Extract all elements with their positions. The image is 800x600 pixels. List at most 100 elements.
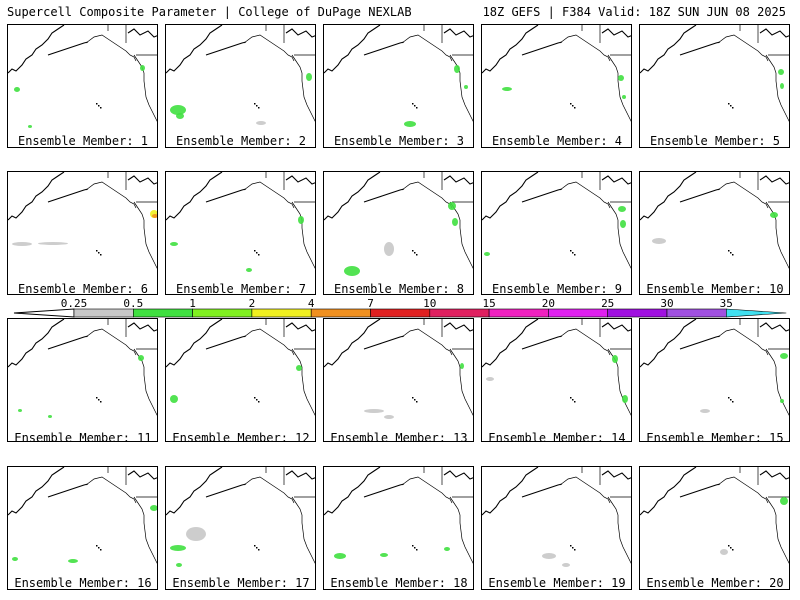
colorbar-tick-label: 2 (249, 297, 256, 310)
coastline (291, 201, 315, 269)
ensemble-member-caption: Ensemble Member: 19 (488, 576, 626, 590)
coastline (243, 181, 295, 209)
ensemble-map-5 (639, 24, 790, 148)
coastline (127, 28, 157, 38)
colorbar-tick-label: 35 (720, 297, 733, 310)
coastline (559, 476, 611, 504)
coastline (559, 181, 611, 209)
ensemble-member-caption: Ensemble Member: 8 (333, 282, 465, 296)
coastline (607, 496, 631, 564)
scp-field (256, 121, 266, 125)
colorbar-tick-label: 30 (660, 297, 673, 310)
colorbar-tick-label: 25 (601, 297, 614, 310)
ensemble-member-caption: Ensemble Member: 11 (14, 431, 152, 445)
basemap (8, 25, 157, 128)
island (570, 103, 572, 105)
coastline (285, 28, 315, 38)
scp-field (14, 87, 20, 92)
scp-field (364, 409, 384, 413)
scp-field (170, 545, 186, 551)
island (728, 103, 730, 105)
scp-field (306, 73, 312, 81)
scp-field (464, 85, 468, 89)
coastline (759, 322, 789, 332)
coastline (85, 181, 137, 209)
island (100, 401, 102, 403)
scp-field (12, 242, 32, 246)
coastline (133, 201, 157, 269)
coastline (205, 483, 247, 498)
island (96, 103, 98, 105)
coastline (601, 175, 631, 185)
coastline (291, 54, 315, 122)
scp-field (444, 547, 450, 551)
ensemble-member-caption: Ensemble Member: 16 (14, 576, 152, 590)
coastline (607, 54, 631, 122)
basemap (166, 319, 315, 416)
island (730, 547, 732, 549)
scp-field (770, 212, 778, 218)
coastline (449, 54, 473, 122)
coastline (47, 335, 89, 350)
island (414, 547, 416, 549)
island (728, 397, 730, 399)
ensemble-member-caption: Ensemble Member: 12 (172, 431, 310, 445)
colorbar-tick-label: 0.5 (123, 297, 143, 310)
basemap (640, 25, 789, 122)
scp-field (448, 202, 456, 210)
scp-field (384, 242, 394, 256)
ensemble-map-8 (323, 171, 474, 295)
coastline (324, 467, 381, 516)
coastline (285, 322, 315, 332)
island (412, 545, 414, 547)
coastline (717, 34, 769, 62)
ensemble-map-17 (165, 466, 316, 590)
coastline (47, 188, 89, 203)
scp-field (622, 395, 628, 403)
coastline (166, 467, 223, 516)
island (732, 107, 734, 109)
coastline (166, 25, 223, 74)
island (100, 107, 102, 109)
ensemble-map-19 (481, 466, 632, 590)
island (732, 401, 734, 403)
island (96, 545, 98, 547)
coastline (521, 335, 563, 350)
coastline (679, 335, 721, 350)
island (254, 545, 256, 547)
ensemble-member-caption: Ensemble Member: 1 (17, 134, 149, 148)
coastline (243, 328, 295, 356)
island (412, 250, 414, 252)
basemap (640, 319, 789, 416)
island (98, 105, 100, 107)
coastline (401, 476, 453, 504)
ensemble-map-2 (165, 24, 316, 148)
basemap (8, 319, 157, 418)
coastline (401, 181, 453, 209)
coastline (559, 328, 611, 356)
scp-field (176, 563, 182, 567)
coastline (324, 172, 381, 221)
island (574, 107, 576, 109)
coastline (243, 476, 295, 504)
island (572, 399, 574, 401)
colorbar-tick-label: 10 (423, 297, 436, 310)
island (572, 547, 574, 549)
colorbar-segment (251, 308, 312, 318)
island (254, 397, 256, 399)
coastline (717, 476, 769, 504)
scp-field (18, 409, 22, 412)
island (258, 254, 260, 256)
scp-field (618, 75, 624, 81)
ensemble-member-caption: Ensemble Member: 14 (488, 431, 626, 445)
scp-field (780, 83, 784, 89)
island (98, 547, 100, 549)
coastline (521, 483, 563, 498)
colorbar-tick-label: 4 (308, 297, 315, 310)
coastline (449, 496, 473, 564)
coastline (521, 41, 563, 56)
run-info: 18Z GEFS | F384 Valid: 18Z SUN JUN 08 20… (482, 5, 786, 19)
coastline (521, 188, 563, 203)
island (728, 545, 730, 547)
coastline (717, 328, 769, 356)
